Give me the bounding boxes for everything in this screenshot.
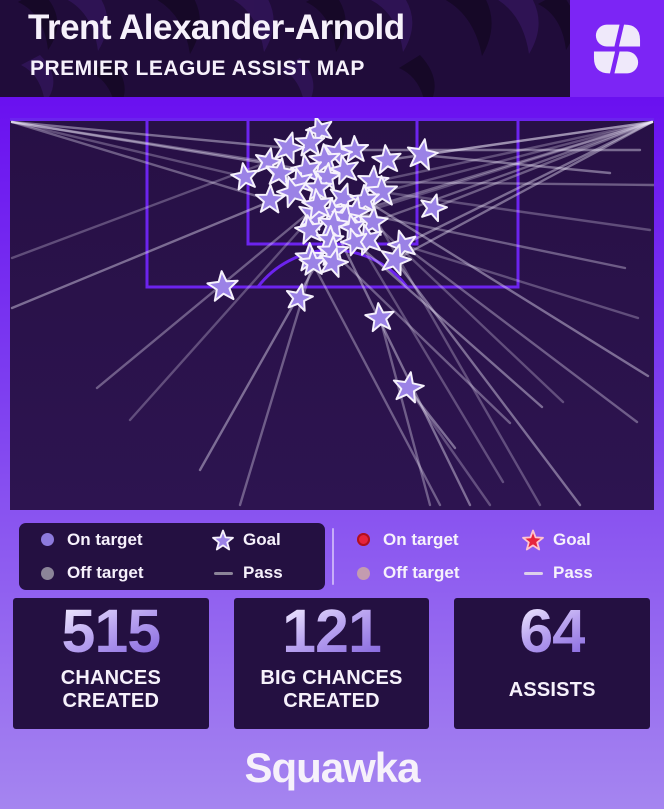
off-target-dot-icon [35, 561, 59, 585]
player-name-title: Trent Alexander-Arnold [28, 8, 405, 47]
stat-label: ASSISTS [508, 678, 596, 701]
legend-label: Pass [243, 563, 283, 583]
legend-item-goal: Goal [211, 528, 325, 552]
legend-label: Off target [383, 563, 460, 583]
legend-label: On target [383, 529, 459, 549]
legend-item-off-target: Off target [35, 561, 211, 585]
legend-item-on-target: On target [35, 528, 211, 552]
stat-big-chances-created: 121 BIG CHANCES CREATED [233, 597, 430, 729]
graphic-subtitle: PREMIER LEAGUE ASSIST MAP [30, 57, 365, 80]
legend-item-pass: Pass [521, 561, 645, 585]
goal-star-icon [521, 528, 545, 552]
flame-pattern-decoration [18, 0, 575, 97]
legend-team-for: On target Off target Goal Pass [19, 523, 325, 590]
assist-map-chart [10, 118, 654, 507]
assist-pass-lines [10, 120, 654, 507]
squawka-logo [570, 0, 664, 97]
header: Trent Alexander-Arnold PREMIER LEAGUE AS… [0, 0, 664, 97]
legend-item-pass: Pass [211, 561, 325, 585]
legend-team-against: On target Off target Goal Pass [345, 523, 645, 590]
on-target-dot-icon [351, 528, 375, 552]
legend-label: Goal [243, 529, 281, 549]
stats-row: 515 CHANCES CREATED 121 BIG CHANCES CREA… [13, 597, 651, 729]
squawka-s-icon [593, 24, 641, 73]
legend-label: Goal [553, 529, 591, 549]
assist-map-pitch [10, 118, 654, 510]
pass-line-icon [521, 561, 545, 585]
off-target-dot-icon [351, 561, 375, 585]
stat-value: 64 [519, 597, 586, 665]
goal-stars [206, 118, 448, 404]
legend-item-off-target: Off target [351, 561, 521, 585]
stat-label: CHANCES CREATED [60, 667, 161, 713]
stat-chances-created: 515 CHANCES CREATED [13, 598, 209, 729]
legend-item-goal: Goal [521, 528, 645, 552]
stat-label: BIG CHANCES CREATED [260, 667, 403, 713]
legend-divider [332, 528, 334, 585]
squawka-wordmark: Squawka [244, 744, 420, 791]
legend-label: Off target [67, 563, 144, 583]
pass-line-icon [211, 561, 235, 585]
stat-value: 515 [61, 597, 161, 665]
stat-assists: 64 ASSISTS [454, 597, 651, 729]
stat-value: 121 [282, 597, 382, 665]
legend-label: Pass [553, 563, 593, 583]
legend-item-on-target: On target [351, 528, 521, 552]
on-target-dot-icon [35, 528, 59, 552]
legend-label: On target [67, 529, 143, 549]
goal-star-icon [211, 528, 235, 552]
